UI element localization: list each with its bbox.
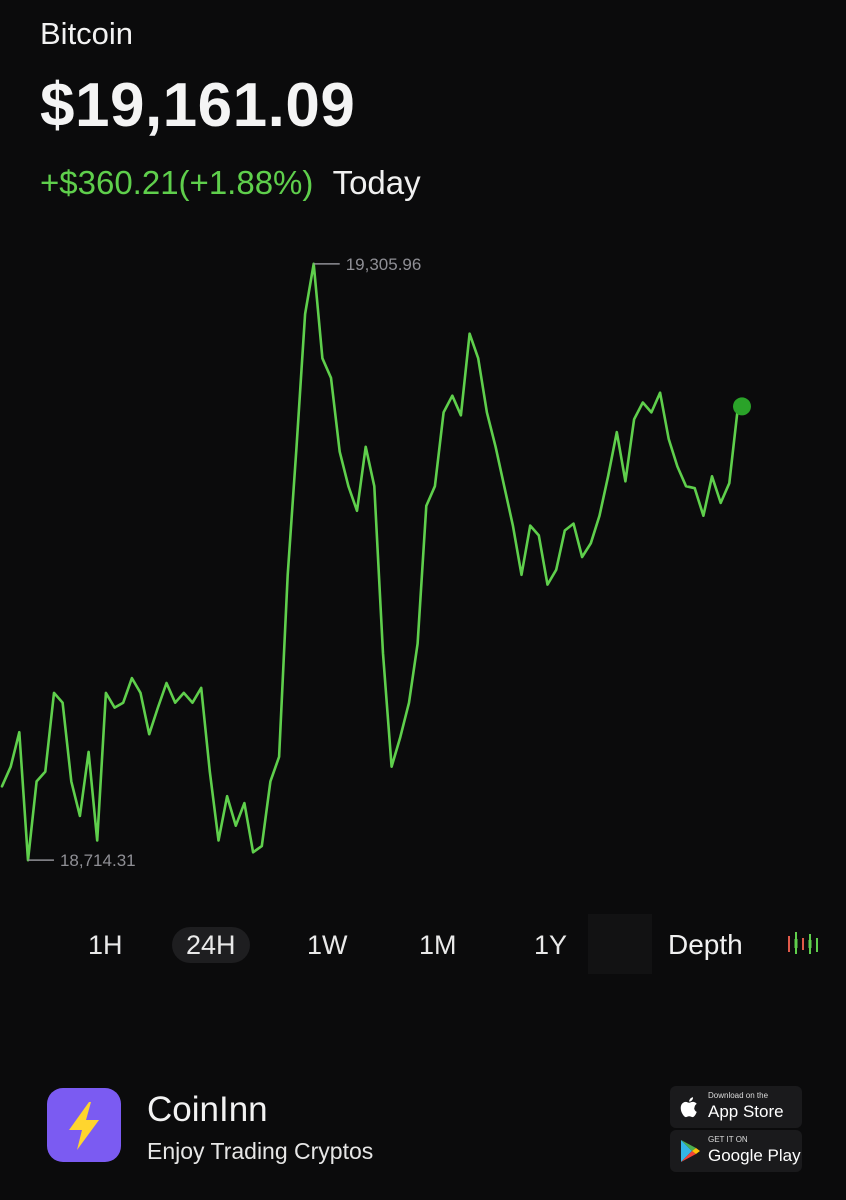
google-play-badge[interactable]: GET IT ON Google Play — [670, 1130, 802, 1172]
current-price-dot — [733, 397, 751, 416]
google-play-big-text: Google Play — [708, 1146, 801, 1165]
coininn-logo — [47, 1088, 121, 1162]
candlestick-icon[interactable] — [786, 930, 820, 958]
price-line — [0, 262, 740, 862]
timeframe-1w[interactable]: 1W — [307, 930, 348, 960]
timeframe-24h[interactable]: 24H — [172, 927, 250, 963]
current-price: $19,161.09 — [40, 71, 356, 140]
asset-name: Bitcoin — [40, 16, 134, 51]
brand-tagline: Enjoy Trading Cryptos — [147, 1138, 374, 1164]
app-footer: CoinInn Enjoy Trading Cryptos Download o… — [0, 1078, 846, 1188]
price-chart[interactable]: 19,305.96 18,714.31 — [0, 250, 846, 870]
timeframe-1y[interactable]: 1Y — [534, 930, 568, 960]
price-change-row: +$360.21(+1.88%) Today — [40, 164, 421, 202]
price-change: +$360.21(+1.88%) — [40, 164, 314, 201]
min-price-label: 18,714.31 — [60, 851, 136, 870]
timeframe-1h[interactable]: 1H — [88, 930, 123, 960]
app-store-big-text: App Store — [708, 1102, 784, 1121]
google-play-small-text: GET IT ON — [708, 1135, 748, 1144]
timeframe-bar: 1H 24H 1W 1M 1Y Depth — [0, 914, 846, 974]
app-store-badge[interactable]: Download on the App Store — [670, 1086, 802, 1128]
max-price-label: 19,305.96 — [346, 255, 422, 274]
lightning-bolt-icon — [69, 1102, 99, 1150]
apple-icon — [680, 1097, 697, 1118]
brand-name: CoinInn — [147, 1090, 268, 1129]
app-store-small-text: Download on the — [708, 1091, 769, 1100]
depth-tab[interactable]: Depth — [668, 929, 743, 960]
timeframe-placeholder — [588, 914, 652, 974]
timeframe-1m[interactable]: 1M — [419, 930, 457, 960]
play-icon — [681, 1140, 700, 1162]
change-period: Today — [332, 164, 421, 201]
